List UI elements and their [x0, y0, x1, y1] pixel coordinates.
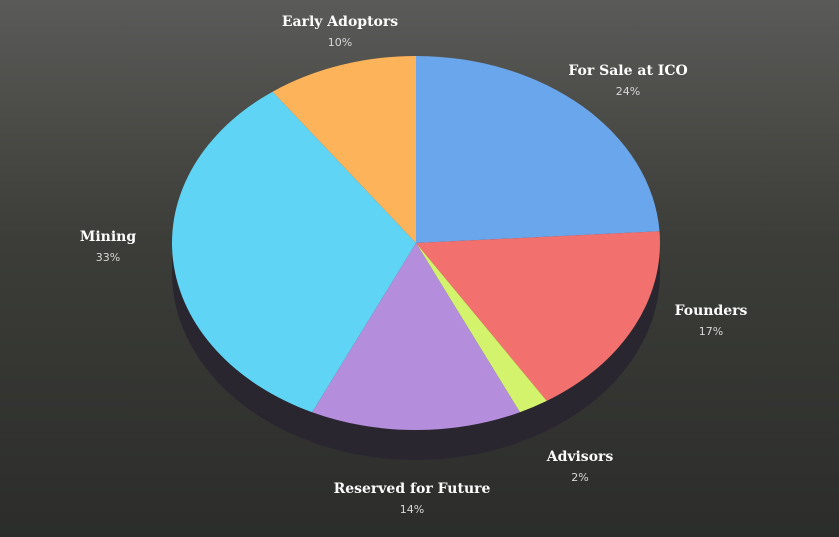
slice-label: Advisors: [546, 449, 614, 465]
slice-label: Founders: [675, 303, 748, 319]
slice-value-label: 2%: [571, 471, 588, 484]
slice-value-label: 24%: [616, 85, 640, 98]
slice-value-label: 14%: [400, 503, 424, 516]
pie-slice: [272, 56, 416, 243]
slice-label: Reserved for Future: [334, 481, 491, 497]
pie-slice: [416, 56, 660, 243]
slice-value-label: 10%: [328, 36, 352, 49]
pie-slice: [312, 243, 520, 430]
pie-side: [172, 243, 660, 460]
slice-label: For Sale at ICO: [568, 63, 687, 79]
slice-label: Early Adoptors: [282, 14, 398, 30]
pie: [171, 56, 660, 460]
pie-slice: [171, 91, 416, 413]
slice-value-label: 17%: [699, 325, 723, 338]
labels: For Sale at ICO 24% Founders 17% Advisors 2% R…: [80, 14, 748, 516]
slice-value-label: 33%: [96, 251, 120, 264]
slice-label: Mining: [80, 229, 136, 245]
pie-slice: [416, 231, 660, 401]
pie-slice: [416, 243, 547, 413]
